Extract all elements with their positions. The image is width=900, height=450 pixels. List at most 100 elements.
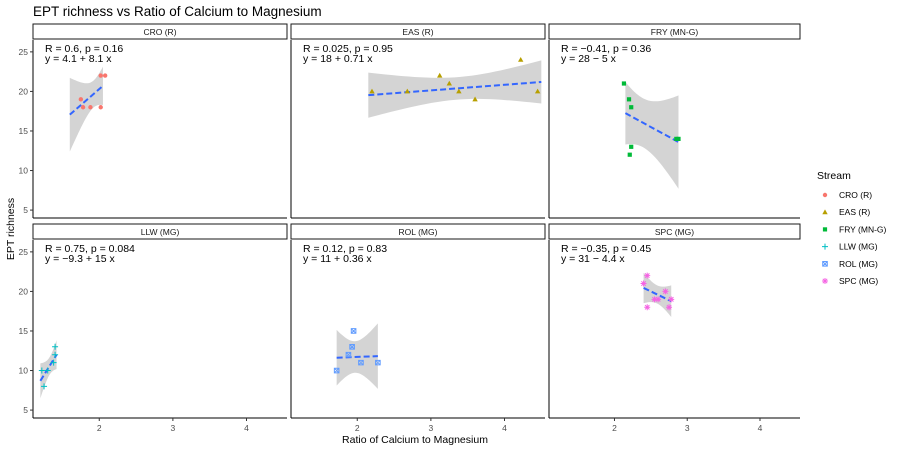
equation-annotation: y = −9.3 + 15 x (45, 253, 116, 265)
facet-strip (548, 223, 801, 240)
data-point (651, 296, 658, 303)
facet-strip (548, 23, 801, 40)
regression-line (624, 112, 679, 143)
facet-strip (32, 223, 288, 240)
data-point (345, 351, 352, 358)
data-point (676, 136, 681, 141)
x-tick-label: 4 (502, 423, 507, 433)
panel-fry: FRY (MN-G)R = −0.41, p = 0.36y = 28 − 5 … (548, 23, 801, 219)
legend-label: EAS (R) (839, 207, 870, 217)
regression-line (643, 287, 672, 303)
correlation-annotation: R = 0.12, p = 0.83 (303, 243, 387, 255)
correlation-annotation: R = 0.6, p = 0.16 (45, 43, 123, 55)
regression-line (336, 355, 378, 359)
correlation-annotation: R = −0.41, p = 0.36 (561, 43, 651, 55)
data-point (88, 105, 93, 110)
chart-title: EPT richness vs Ratio of Calcium to Magn… (33, 4, 322, 19)
data-point (358, 359, 364, 366)
data-point (50, 359, 57, 366)
y-tick-label: 10 (19, 366, 29, 376)
legend-title: Stream (817, 170, 851, 182)
equation-annotation: y = 18 + 0.71 x (303, 53, 373, 65)
regression-line (69, 85, 104, 116)
panel-llw: LLW (MG) 5 10 15 20 25 2 3 4 R = 0.75, p = 0.084y… (19, 223, 288, 433)
facet-strip-label: FRY (MN-G) (651, 27, 699, 37)
data-point (98, 105, 103, 110)
y-tick-label: 5 (23, 205, 28, 215)
legend-label: CRO (R) (839, 190, 872, 200)
data-point (640, 280, 647, 287)
legend-label: SPC (MG) (839, 276, 878, 286)
data-point (662, 288, 669, 295)
equation-annotation: y = 28 − 5 x (561, 53, 617, 65)
data-point (629, 105, 634, 110)
panel-rol: ROL (MG) 2 3 4 R = 0.12, p = 0.83y = 11 + 0.… (290, 223, 546, 433)
x-tick-label: 2 (612, 423, 617, 433)
data-point (456, 88, 462, 94)
facet-strip-label: LLW (MG) (141, 227, 180, 237)
correlation-annotation: R = −0.35, p = 0.45 (561, 243, 651, 255)
correlation-annotation: R = 0.75, p = 0.084 (45, 243, 135, 255)
x-axis-title: Ratio of Calcium to Magnesium (342, 434, 488, 446)
data-point (350, 328, 357, 334)
data-point (674, 136, 679, 141)
data-point (375, 359, 381, 366)
legend-key (822, 227, 828, 232)
regression-line (39, 354, 58, 382)
legend-key (822, 278, 828, 284)
legend-label: LLW (MG) (839, 242, 878, 252)
panel-cro: CRO (R) 5 10 15 20 25 R = 0.6, p = 0.16y = 4.1… (19, 23, 288, 219)
x-tick-label: 3 (685, 423, 690, 433)
data-point (44, 367, 51, 374)
data-point (629, 144, 634, 149)
x-tick-label: 4 (758, 423, 763, 433)
data-point (102, 73, 108, 78)
legend: Stream CRO (R) EAS (R) FRY (MN-G) LLW (MG) RO… (817, 170, 887, 286)
y-tick-label: 20 (19, 286, 29, 296)
data-point (52, 343, 59, 350)
x-tick-label: 3 (171, 423, 176, 433)
data-point (369, 88, 375, 94)
legend-key (822, 261, 828, 267)
regression-line (368, 80, 542, 97)
y-tick-label: 25 (19, 47, 29, 57)
facet-strip (290, 23, 546, 40)
y-tick-label: 10 (19, 166, 29, 176)
data-point (41, 383, 48, 390)
confidence-band (69, 66, 103, 152)
y-tick-label: 25 (19, 247, 29, 257)
x-tick-label: 2 (355, 423, 360, 433)
data-point (437, 72, 443, 78)
confidence-band (643, 272, 672, 317)
x-tick-label: 3 (429, 423, 434, 433)
y-tick-label: 5 (23, 405, 28, 415)
data-point (644, 272, 651, 279)
equation-annotation: y = 31 − 4.4 x (561, 253, 625, 265)
y-axis-title: EPT richness (5, 198, 17, 260)
data-point (666, 304, 673, 311)
data-point (627, 152, 632, 157)
facet-strip-label: SPC (MG) (655, 227, 694, 237)
data-point (349, 344, 355, 350)
y-tick-label: 15 (19, 126, 29, 136)
facet-strip-label: EAS (R) (402, 27, 433, 37)
data-point (78, 97, 84, 102)
legend-label: ROL (MG) (839, 259, 878, 269)
facet-strip-label: ROL (MG) (399, 227, 438, 237)
legend-key (822, 192, 828, 198)
data-point (333, 367, 340, 374)
panel-spc: SPC (MG) 2 3 4 R = −0.35, p = 0.45y = 31 − 4… (548, 223, 801, 433)
data-point (655, 296, 662, 303)
x-tick-label: 4 (244, 423, 249, 433)
y-tick-label: 15 (19, 326, 29, 336)
facet-strip (290, 223, 546, 240)
facet-strip (32, 23, 288, 40)
legend-label: FRY (MN-G) (839, 224, 887, 234)
data-point (621, 81, 627, 86)
correlation-annotation: R = 0.025, p = 0.95 (303, 43, 393, 55)
data-point (98, 73, 103, 78)
legend-key (822, 243, 828, 250)
x-tick-label: 2 (97, 423, 102, 433)
